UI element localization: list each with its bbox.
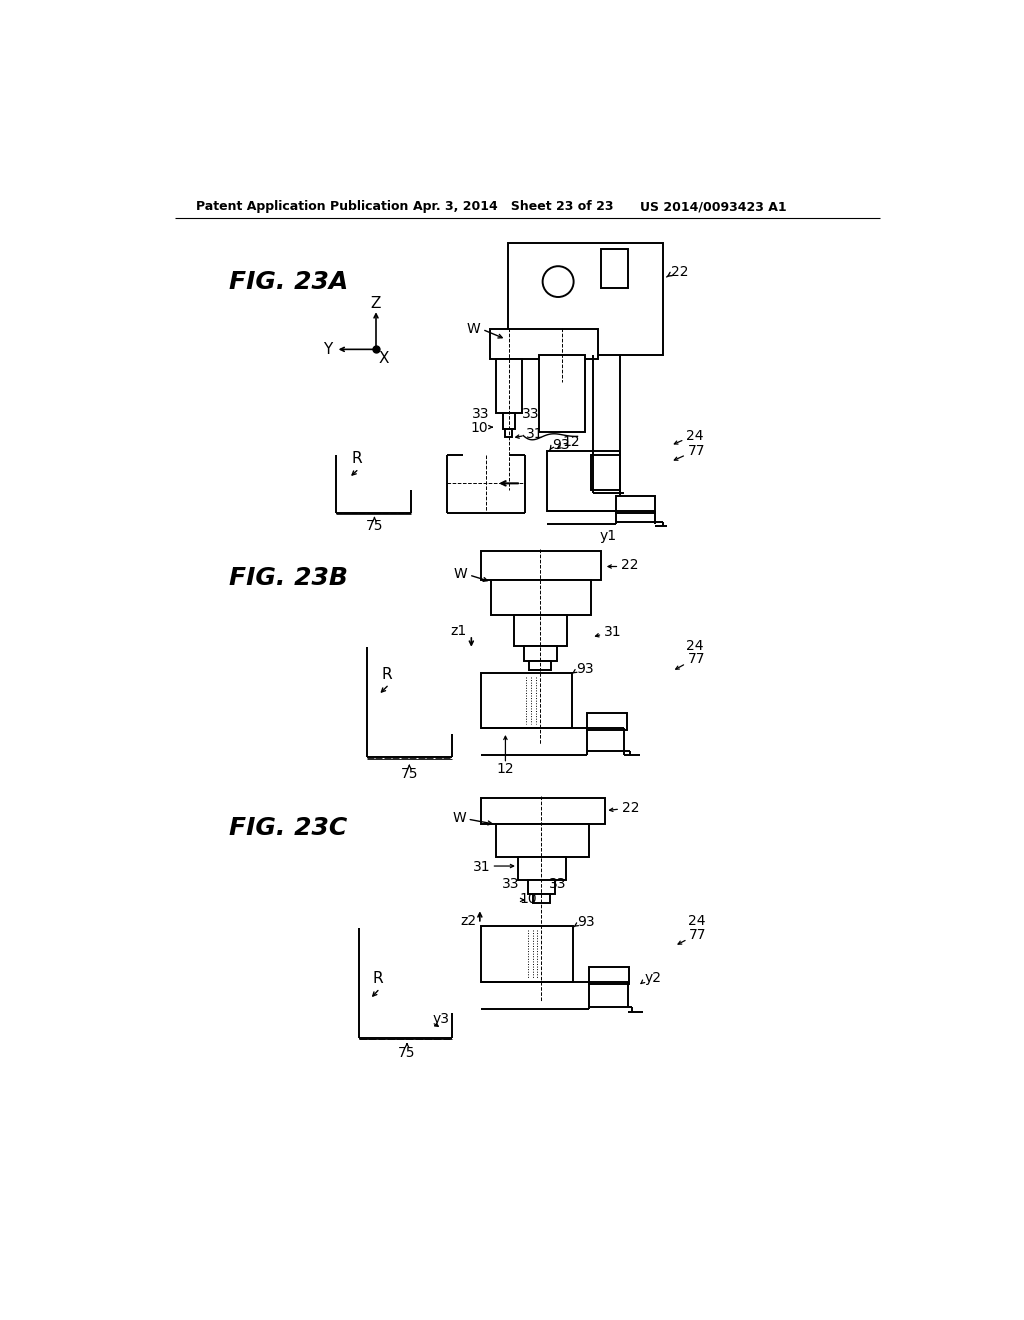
Text: y2: y2 <box>644 972 662 986</box>
Text: Apr. 3, 2014   Sheet 23 of 23: Apr. 3, 2014 Sheet 23 of 23 <box>414 201 613 214</box>
Text: Y: Y <box>324 342 333 356</box>
Bar <box>508 243 663 355</box>
Text: FIG. 23B: FIG. 23B <box>228 566 347 590</box>
Bar <box>480 552 601 581</box>
Bar <box>532 894 550 903</box>
Text: R: R <box>351 451 361 466</box>
Text: 31: 31 <box>473 859 490 874</box>
Bar <box>514 615 566 645</box>
Text: y1: y1 <box>600 529 617 543</box>
Bar <box>506 429 512 437</box>
Text: 22: 22 <box>671 265 688 280</box>
Bar <box>601 249 628 288</box>
Text: W: W <box>454 568 467 581</box>
Bar <box>589 966 630 983</box>
Text: 10: 10 <box>519 892 537 906</box>
Text: R: R <box>382 667 392 682</box>
Bar <box>587 713 627 730</box>
Text: 33: 33 <box>549 876 566 891</box>
Text: z1: z1 <box>451 624 467 638</box>
Text: 33: 33 <box>502 876 519 891</box>
Text: FIG. 23A: FIG. 23A <box>228 269 348 293</box>
Text: 93: 93 <box>575 661 594 676</box>
Text: 24: 24 <box>687 913 706 928</box>
Text: 77: 77 <box>687 444 706 458</box>
Bar <box>539 355 586 432</box>
Text: 22: 22 <box>622 800 639 814</box>
Text: 75: 75 <box>400 767 418 781</box>
Bar <box>489 330 598 359</box>
Text: 24: 24 <box>686 639 703 653</box>
Bar <box>492 581 591 615</box>
Text: Patent Application Publication: Patent Application Publication <box>197 201 409 214</box>
Text: X: X <box>379 351 389 366</box>
Text: FIG. 23C: FIG. 23C <box>228 816 347 841</box>
Text: 93: 93 <box>578 915 595 929</box>
Text: 75: 75 <box>398 1047 416 1060</box>
Bar <box>528 880 555 894</box>
Bar <box>547 451 621 511</box>
Text: 93: 93 <box>552 438 569 451</box>
Text: 31: 31 <box>525 428 543 441</box>
Text: 33: 33 <box>521 407 540 421</box>
Bar <box>518 857 566 880</box>
Text: y3: y3 <box>432 1012 450 1026</box>
Text: US 2014/0093423 A1: US 2014/0093423 A1 <box>640 201 786 214</box>
Text: W: W <box>467 322 480 337</box>
Text: 12: 12 <box>562 434 580 449</box>
Text: 22: 22 <box>621 558 638 572</box>
Text: W: W <box>453 812 466 825</box>
Bar <box>616 496 655 512</box>
Bar <box>480 673 572 729</box>
Text: z2: z2 <box>461 913 477 928</box>
Bar <box>524 645 557 661</box>
Text: 12: 12 <box>497 762 514 776</box>
Text: 31: 31 <box>604 624 622 639</box>
Text: Z: Z <box>371 296 381 310</box>
Bar <box>480 797 604 825</box>
Bar <box>529 661 551 671</box>
Bar <box>496 825 589 857</box>
Text: 75: 75 <box>366 520 383 533</box>
Bar <box>503 412 515 429</box>
Text: 10: 10 <box>471 421 488 434</box>
Text: 33: 33 <box>472 407 489 421</box>
Text: 24: 24 <box>686 429 703 442</box>
Bar <box>496 359 521 412</box>
Text: R: R <box>373 972 383 986</box>
Text: 77: 77 <box>687 652 706 665</box>
Bar <box>592 455 621 490</box>
Bar <box>481 927 572 982</box>
Text: 77: 77 <box>689 928 707 941</box>
